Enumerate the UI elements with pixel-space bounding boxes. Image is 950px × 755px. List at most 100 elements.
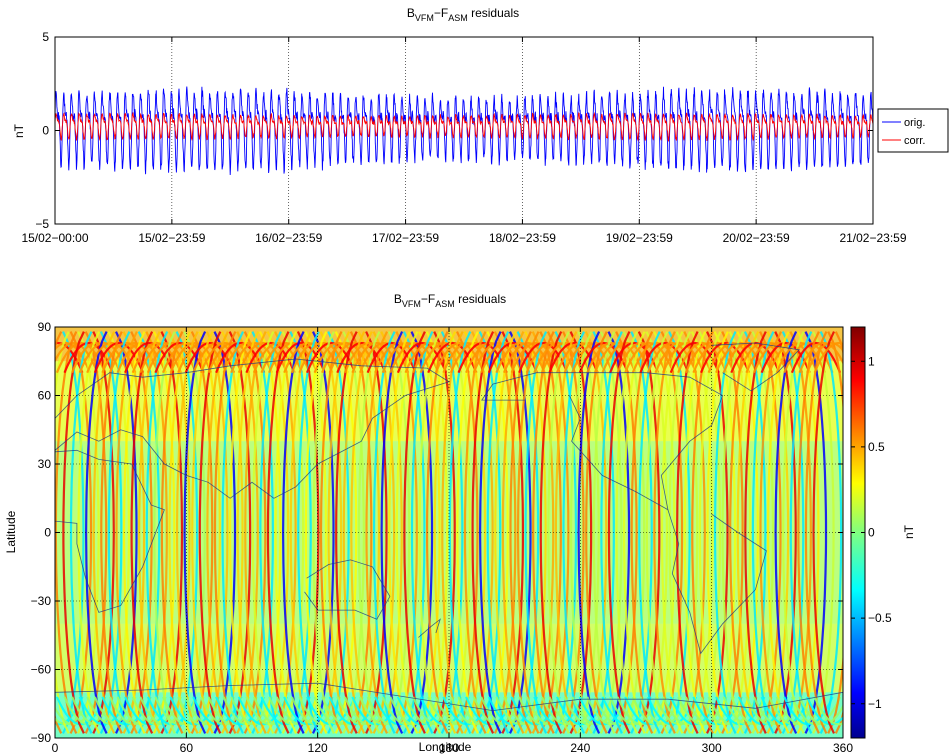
map-y-tick-label: 0	[44, 526, 51, 540]
map-orbit-track	[813, 696, 843, 726]
map-orbit-track	[683, 331, 707, 734]
map-orbit-track	[319, 331, 343, 734]
map-orbit-track	[812, 331, 835, 734]
map-x-ticks: 0 60 120 180 240 300 360	[52, 327, 853, 755]
map-orbit-track	[380, 331, 404, 734]
map-orbit-track	[433, 331, 457, 734]
map-coastline	[55, 449, 165, 613]
timeseries-line-orig	[54, 86, 874, 176]
map-y-tick-label: −60	[31, 663, 52, 677]
map-orbit-track	[806, 696, 843, 726]
map-x-tick-label: 60	[180, 741, 194, 755]
map-orbit-track	[388, 331, 411, 734]
map-orbit-track	[767, 331, 790, 734]
map-coastline	[304, 559, 391, 620]
map-orbit-track	[592, 331, 616, 734]
map-orbit-track	[244, 331, 267, 734]
map-orbit-track	[623, 331, 646, 734]
timeseries-x-tick-label: 18/02−23:59	[489, 231, 556, 245]
colorbar: 1 0.5 0 −0.5 −1 nT	[850, 326, 916, 739]
map-x-tick-label: 120	[308, 741, 328, 755]
timeseries-x-tick-label: 21/02−23:59	[839, 231, 906, 245]
map-orbit-track	[783, 696, 834, 726]
map-orbit-track	[418, 331, 441, 734]
map-y-tick-label: 60	[38, 389, 52, 403]
map-orbit-track	[577, 331, 601, 734]
map-orbit-track	[783, 342, 834, 374]
map-orbit-track	[289, 331, 313, 734]
map-orbit-track	[304, 331, 328, 734]
map-orbit-track	[478, 331, 502, 734]
map-y-tick-label: −90	[31, 731, 52, 745]
map-orbit-track	[532, 331, 555, 734]
timeseries-y-tick-label: 0	[42, 124, 49, 138]
map-y-tick-label: 90	[38, 320, 52, 334]
map-orbit-track	[221, 331, 244, 734]
timeseries-title: BVFM−FASM residuals	[407, 6, 519, 23]
map-orbit-track	[547, 331, 570, 734]
map-orbit-track	[562, 331, 585, 734]
map-y-label: Latitude	[4, 510, 18, 553]
map-orbit-track	[350, 331, 373, 734]
map-orbit-track	[813, 342, 843, 374]
map-orbit-track	[448, 331, 472, 734]
map-orbit-track	[274, 331, 298, 734]
map-orbit-track	[373, 331, 396, 734]
map-coastline	[667, 509, 767, 655]
map-orbit-track	[524, 331, 548, 734]
map-orbit-track	[229, 331, 252, 734]
map-title: BVFM−FASM residuals	[394, 292, 506, 309]
map-chart: BVFM−FASM residuals 0 60 120 180 240 300 360 9…	[4, 292, 916, 755]
map-orbit-track	[806, 342, 843, 374]
map-orbit-track	[259, 331, 282, 734]
timeseries-x-tick-label: 17/02−23:59	[372, 231, 439, 245]
colorbar-tick-label: 0	[868, 526, 875, 540]
map-orbit-track	[130, 331, 154, 734]
map-orbit-track	[206, 331, 229, 734]
map-orbit-track	[236, 331, 260, 734]
map-orbit-track	[782, 331, 805, 734]
map-x-tick-label: 180	[439, 741, 459, 755]
map-orbit-track	[77, 331, 101, 734]
map-x-tick-label: 300	[702, 741, 722, 755]
map-orbit-track	[395, 331, 419, 734]
map-orbit-track	[494, 331, 517, 734]
map-orbit-track	[751, 331, 775, 734]
colorbar-label: nT	[902, 524, 916, 539]
timeseries-x-tick-label: 19/02−23:59	[606, 231, 673, 245]
timeseries-line-corr	[54, 111, 874, 142]
map-orbit-track	[698, 331, 722, 734]
map-orbit-track	[668, 331, 692, 734]
map-orbit-track	[812, 331, 835, 734]
map-orbit-track	[691, 331, 714, 734]
map-orbit-track	[790, 342, 842, 374]
colorbar-tick-label: −0.5	[868, 611, 892, 625]
map-coastline	[55, 358, 450, 499]
map-y-tick-label: −30	[31, 594, 52, 608]
map-orbit-track	[115, 331, 138, 734]
map-orbit-track	[790, 696, 842, 726]
legend-box	[877, 108, 949, 153]
map-orbit-track	[145, 331, 169, 734]
map-orbit-track	[675, 331, 699, 734]
map-x-tick-label: 0	[52, 741, 59, 755]
colorbar-tick-label: 0.5	[868, 440, 885, 454]
map-orbit-track	[84, 331, 108, 734]
colorbar-tick-label: 1	[868, 354, 875, 368]
map-y-ticks: 90 60 30 0 −30 −60 −90	[31, 320, 843, 745]
map-orbit-track	[160, 331, 184, 734]
map-orbit-track	[403, 331, 426, 734]
colorbar-tick-label: −1	[868, 697, 882, 711]
legend-label-corr: corr.	[904, 135, 925, 147]
timeseries-y-tick-label: −5	[35, 217, 49, 231]
map-y-tick-label: 30	[38, 457, 52, 471]
map-x-label: Longitude	[419, 740, 472, 754]
map-orbit-track	[62, 331, 85, 734]
map-orbit-track	[191, 331, 214, 734]
map-orbit-track	[721, 331, 745, 734]
timeseries-y-tick-label: 5	[42, 30, 49, 44]
map-orbit-track	[607, 331, 631, 734]
map-orbit-track	[100, 331, 123, 734]
timeseries-x-tick-label: 20/02−23:59	[723, 231, 790, 245]
map-orbit-track	[107, 331, 131, 734]
